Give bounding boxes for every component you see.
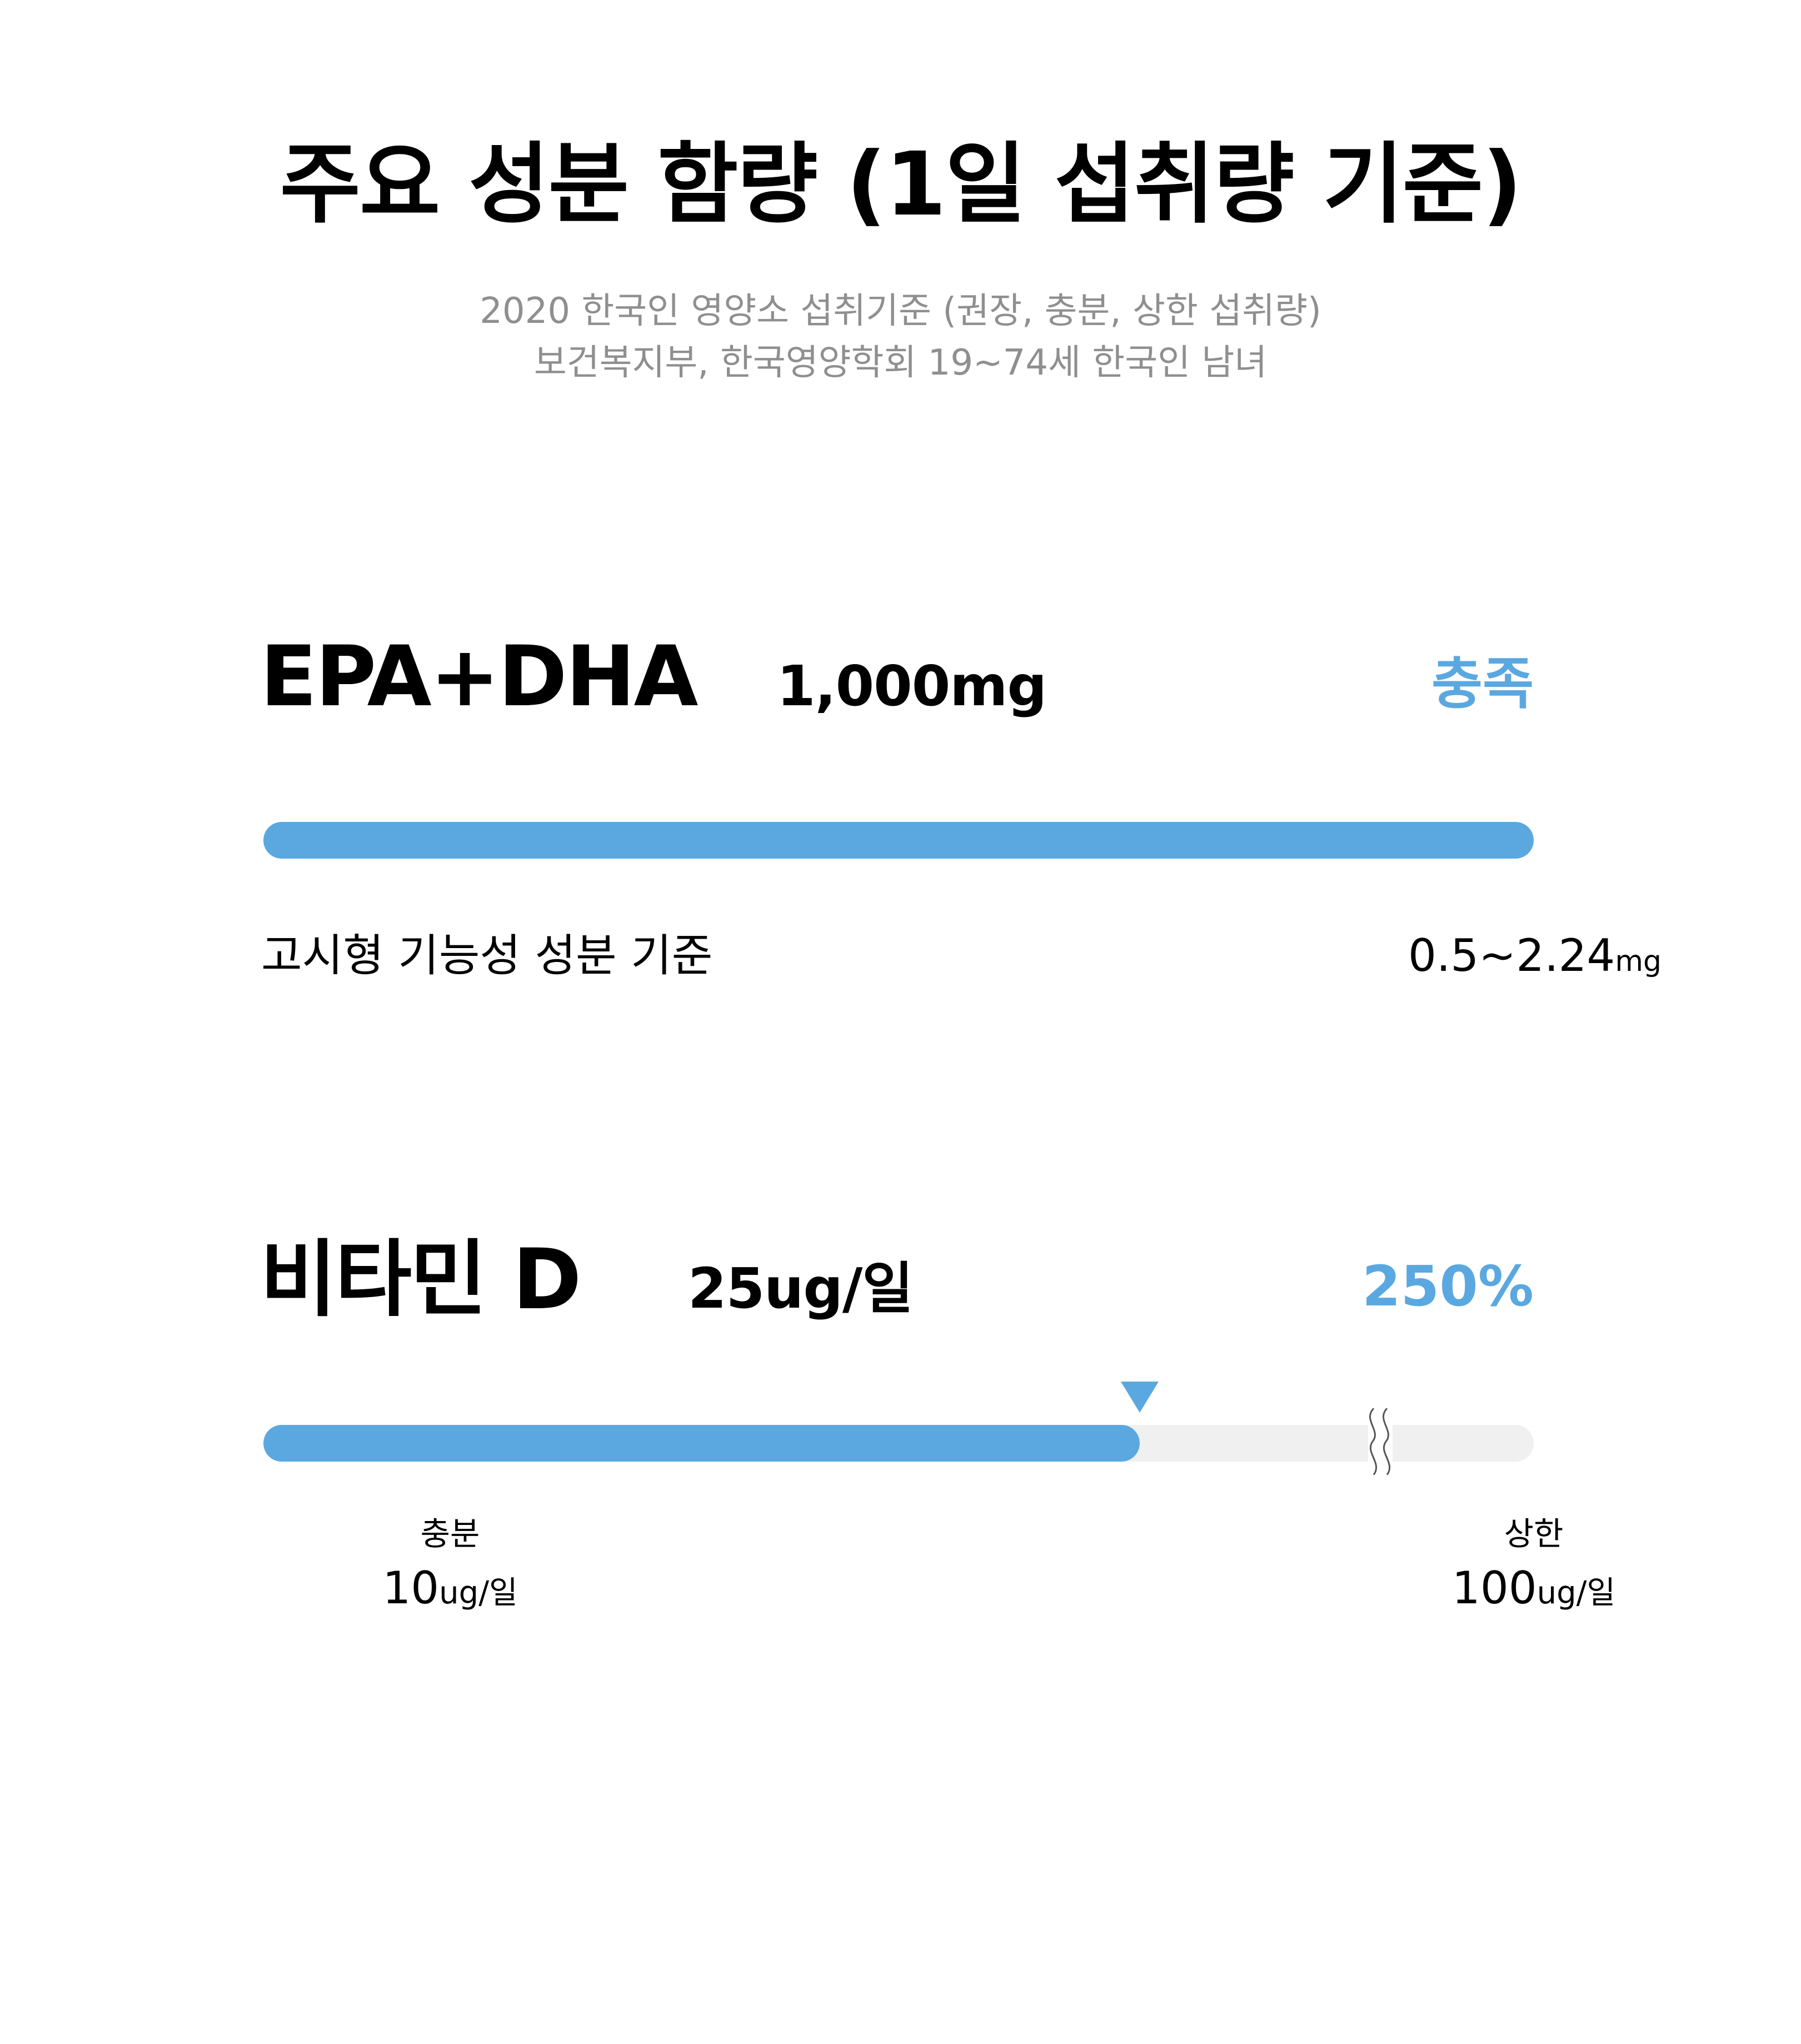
progress-bar-fill: [263, 1425, 1140, 1462]
status-badge: 250%: [1362, 1254, 1534, 1319]
scale-min-unit: ug/일: [439, 1575, 518, 1611]
scale-min-number: 10: [382, 1562, 440, 1614]
nutrient-amount: 25ug/일: [688, 1256, 913, 1321]
scale-min-label: 충분: [420, 1515, 480, 1553]
triangle-down-icon: [1121, 1382, 1159, 1413]
axis-break-icon: [1368, 1408, 1393, 1475]
progress-bar-fill: [263, 822, 1534, 859]
reference-label: 고시형 기능성 성분 기준: [261, 930, 713, 981]
scale-max-label: 상한: [1504, 1515, 1564, 1553]
scale-max-number: 100: [1451, 1562, 1537, 1614]
progress-bar-track: [263, 1425, 1534, 1462]
scale-max-value: 100ug/일: [1367, 1561, 1700, 1621]
nutrient-amount: 1,000mg: [777, 654, 1047, 719]
reference-value-unit: mg: [1615, 945, 1662, 978]
scale-max-unit: ug/일: [1536, 1575, 1616, 1611]
progress-bar-track: [263, 822, 1534, 859]
subtitle-line-2: 보건복지부, 한국영양학회 19~74세 한국인 남녀: [533, 342, 1268, 383]
status-badge: 충족: [1431, 651, 1534, 716]
page-title: 주요 성분 함량 (1일 섭취량 기준): [280, 133, 1523, 236]
reference-value-number: 0.5~2.24: [1408, 930, 1615, 981]
scale-min-value: 10ug/일: [311, 1561, 589, 1621]
nutrient-name: EPA+DHA: [260, 629, 699, 725]
nutrient-name: 비타민 D: [260, 1232, 582, 1328]
subtitle-line-1: 2020 한국인 영양소 섭취기준 (권장, 충분, 상한 섭취량): [480, 291, 1321, 332]
reference-value: 0.5~2.24mg: [1278, 928, 1662, 989]
